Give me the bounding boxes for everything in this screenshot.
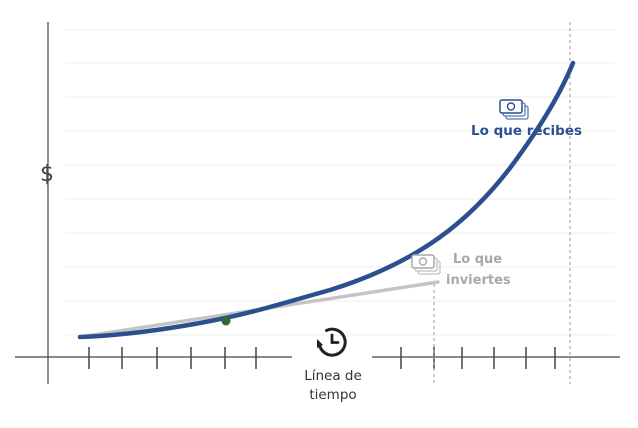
timeline-label-line1: Línea de (304, 368, 362, 384)
y-axis-symbol: $ (40, 162, 54, 187)
gridlines (65, 29, 615, 336)
money-stack-icon (411, 254, 441, 275)
received-curve (77, 60, 576, 340)
timeline-label-line2: tiempo (309, 387, 356, 403)
money-stack-icon (499, 99, 529, 120)
clock-rewind-icon (317, 327, 347, 357)
invested-label-line1: Lo que (453, 252, 502, 267)
marker-dot (221, 316, 231, 326)
invested-label-line2: inviertes (446, 273, 511, 288)
received-label: Lo que recibes (471, 123, 582, 139)
